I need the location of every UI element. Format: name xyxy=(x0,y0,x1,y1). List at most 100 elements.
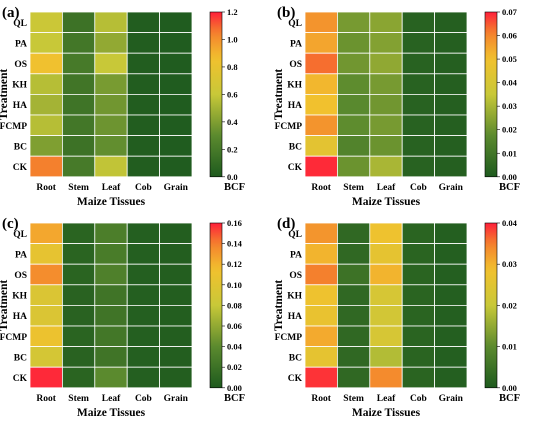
heatmap-panel: (a)QL PA OS KH HA FCMP BC CK Root Stem Leaf Cob Grai… xyxy=(0,5,245,208)
y-tick-label: OS xyxy=(289,271,302,281)
x-tick-label: Grain xyxy=(164,183,189,193)
heatmap-cell xyxy=(369,263,403,286)
heatmap-cell xyxy=(401,263,435,286)
heatmap-cell xyxy=(126,366,160,389)
colorbar-label: BCF xyxy=(499,393,520,404)
x-axis-label: Maize Tissues xyxy=(352,196,421,208)
heatmap-cell xyxy=(159,32,193,54)
heatmap-cell xyxy=(304,366,338,389)
heatmap-cell xyxy=(94,52,128,75)
heatmap-cell xyxy=(304,114,338,137)
y-tick-label: PA xyxy=(15,39,27,49)
colorbar-tick-label: 0.05 xyxy=(502,54,517,64)
colorbar-label: BCF xyxy=(224,393,245,404)
heatmap-cell xyxy=(434,305,468,327)
colorbar-tick-label: 0.02 xyxy=(502,125,517,135)
colorbar-tick-label: 0.02 xyxy=(502,300,517,310)
y-tick-label: QL xyxy=(288,230,302,240)
heatmap-cell xyxy=(62,114,96,137)
heatmap-cell xyxy=(94,263,128,286)
panel-label: (c) xyxy=(2,216,19,232)
x-tick-label: Leaf xyxy=(102,183,121,193)
heatmap-cell xyxy=(337,114,371,137)
colorbar xyxy=(484,222,498,389)
x-tick-label: Grain xyxy=(439,394,464,404)
heatmap-cell xyxy=(94,73,128,95)
heatmap-cell xyxy=(369,346,403,368)
heatmap-cell xyxy=(434,73,468,95)
y-tick-label: QL xyxy=(288,19,302,29)
heatmap-cell xyxy=(434,32,468,54)
heatmap-cell xyxy=(29,155,63,178)
panel-label: (b) xyxy=(277,5,295,21)
heatmap-cell xyxy=(159,52,193,75)
heatmap-cell xyxy=(369,155,403,178)
y-axis-label: Treatment xyxy=(0,280,10,331)
heatmap-cell xyxy=(434,135,468,157)
heatmap-cell xyxy=(337,135,371,157)
heatmap-cell xyxy=(369,135,403,157)
heatmap-cell xyxy=(62,325,96,348)
colorbar-tick-label: 0.2 xyxy=(227,144,238,154)
heatmap-cell xyxy=(401,305,435,327)
y-tick-label: FCMP xyxy=(0,333,27,343)
colorbar xyxy=(484,11,498,178)
heatmap-cell xyxy=(126,222,160,245)
heatmap-cell xyxy=(62,94,96,116)
heatmap-cell xyxy=(126,155,160,178)
heatmap-cell xyxy=(29,263,63,286)
colorbar-tick-label: 0.03 xyxy=(502,101,517,111)
heatmap-cell xyxy=(94,135,128,157)
x-axis-label: Maize Tissues xyxy=(77,196,146,208)
x-tick-label: Cob xyxy=(135,394,152,404)
heatmap-cell xyxy=(62,305,96,327)
colorbar-tick-label: 0.6 xyxy=(227,89,238,99)
heatmap-cell xyxy=(62,73,96,95)
heatmap-cell xyxy=(94,366,128,389)
heatmap-cell xyxy=(369,222,403,245)
heatmap-cell xyxy=(94,325,128,348)
heatmap-cell xyxy=(401,52,435,75)
x-tick-label: Grain xyxy=(439,183,464,193)
heatmap-cell xyxy=(434,52,468,75)
colorbar-tick-label: 0.01 xyxy=(502,148,517,158)
y-tick-label: BC xyxy=(289,142,302,152)
heatmap-cell xyxy=(337,73,371,95)
heatmap-cell xyxy=(159,135,193,157)
x-tick-label: Grain xyxy=(164,394,189,404)
x-tick-label: Cob xyxy=(410,183,427,193)
heatmap-cell xyxy=(159,243,193,265)
y-tick-label: KH xyxy=(287,81,302,91)
colorbar-tick-label: 0.00 xyxy=(227,383,242,393)
x-tick-label: Root xyxy=(36,394,56,404)
heatmap-cell xyxy=(94,243,128,265)
heatmap-cell xyxy=(304,305,338,327)
heatmap-cell xyxy=(401,114,435,137)
heatmap-panel: (b)QL PA OS KH HA FCMP BC CK Root Stem Leaf Cob Grai… xyxy=(273,5,520,208)
heatmap-cell xyxy=(304,243,338,265)
x-tick-label: Root xyxy=(311,183,331,193)
heatmap-cell xyxy=(126,32,160,54)
colorbar-tick-label: 0.02 xyxy=(227,362,242,372)
heatmap-cell xyxy=(304,155,338,178)
y-tick-label: HA xyxy=(13,312,27,322)
y-tick-label: PA xyxy=(15,250,27,260)
heatmap-cell xyxy=(337,346,371,368)
x-tick-label: Cob xyxy=(410,394,427,404)
colorbar xyxy=(209,222,223,389)
heatmap-cell xyxy=(337,243,371,265)
y-tick-label: CK xyxy=(13,374,28,384)
y-tick-label: BC xyxy=(289,353,302,363)
y-tick-label: CK xyxy=(288,163,303,173)
y-tick-label: BC xyxy=(14,353,27,363)
heatmap-cell xyxy=(304,73,338,95)
heatmap-cell xyxy=(29,32,63,54)
x-tick-label: Leaf xyxy=(377,394,396,404)
heatmap-cell xyxy=(337,94,371,116)
heatmap-cell xyxy=(126,135,160,157)
heatmap-cell xyxy=(29,73,63,95)
colorbar-tick-label: 0.04 xyxy=(502,78,518,88)
heatmap-cell xyxy=(434,263,468,286)
heatmap-cell xyxy=(94,94,128,116)
heatmap-cell xyxy=(94,11,128,34)
